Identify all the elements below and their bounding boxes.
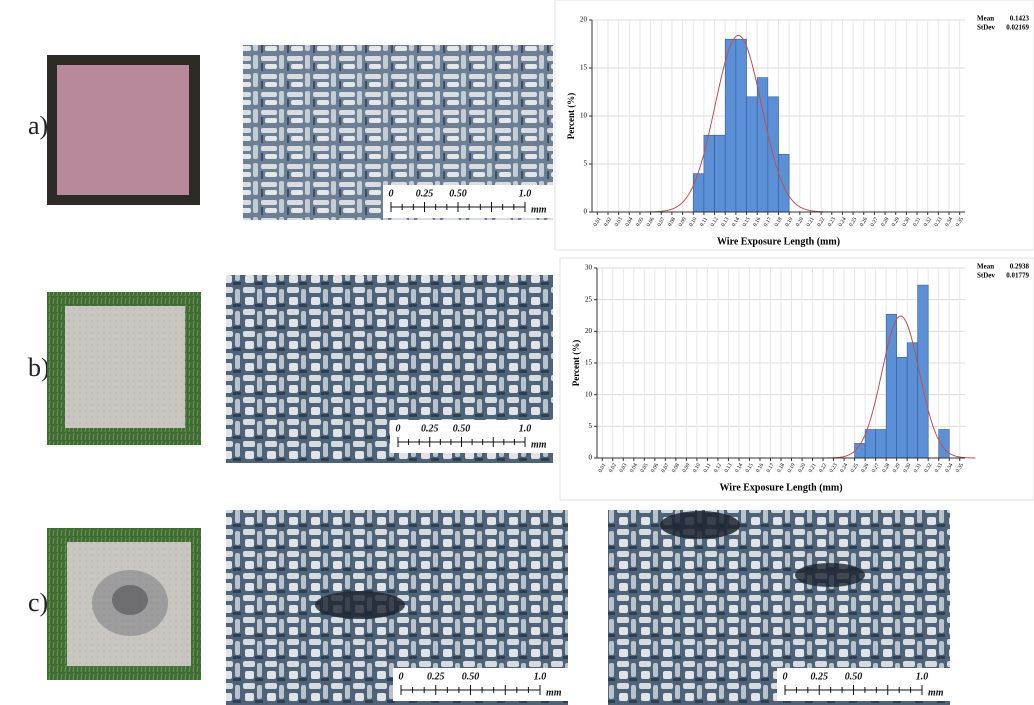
scale-bar-label: 0.25 (416, 188, 434, 199)
chart-frame (560, 258, 1034, 500)
bar (886, 314, 897, 458)
stat-value: 0.2938 (1010, 263, 1030, 271)
scale-bar-label: 0.25 (421, 423, 439, 434)
stat-value: 0.01779 (1006, 272, 1029, 280)
scale-bar-label: 0.50 (453, 423, 471, 434)
y-tick-label: 0 (589, 454, 593, 462)
stat-label: StDev (977, 24, 995, 32)
scale-bar-label: 0.50 (449, 188, 467, 199)
scale-bar-unit: mm (531, 439, 547, 450)
y-tick-label: 20 (585, 327, 593, 335)
y-axis-label: Percent (%) (566, 93, 576, 140)
scale-bar-label: 1.0 (519, 188, 532, 199)
bar (897, 357, 908, 458)
x-axis-label: Wire Exposure Length (mm) (719, 482, 842, 493)
scale-bar-unit: mm (928, 687, 944, 698)
scale-bar-label: 0.25 (811, 671, 829, 682)
stat-label: StDev (977, 272, 995, 280)
scale-bar-label: 0 (783, 671, 788, 682)
figure: a) b) c) 051015200.010.020.030.040.050.0… (0, 0, 1034, 705)
y-tick-label: 15 (585, 359, 593, 367)
scale-bar-label: 1.0 (519, 423, 532, 434)
bar (693, 174, 704, 212)
scale-bar-unit: mm (531, 204, 547, 215)
stat-label: Mean (977, 15, 994, 23)
bar (715, 135, 726, 212)
sample-photo (47, 528, 201, 680)
y-tick-label: 0 (584, 208, 588, 216)
y-axis-label: Percent (%) (571, 340, 581, 387)
y-tick-label: 20 (580, 16, 588, 24)
y-tick-label: 10 (585, 390, 593, 398)
y-tick-label: 10 (580, 112, 588, 120)
bar (736, 39, 747, 212)
y-tick-label: 5 (584, 160, 588, 168)
scale-bar-label: 1.0 (534, 671, 547, 682)
stat-label: Mean (977, 263, 994, 271)
stat-value: 0.1423 (1010, 15, 1030, 23)
scale-bar-label: 0.50 (845, 671, 863, 682)
y-tick-label: 30 (585, 264, 593, 272)
bar (865, 430, 876, 459)
bar (876, 430, 887, 459)
panel-label: c) (28, 588, 48, 617)
scale-bar-label: 0.25 (427, 671, 445, 682)
sample-photo (47, 55, 200, 205)
bar (725, 39, 736, 212)
x-axis-label: Wire Exposure Length (mm) (717, 236, 840, 247)
scale-bar-unit: mm (546, 687, 562, 698)
scale-bar-label: 0.50 (462, 671, 480, 682)
scale-bar-label: 0 (389, 188, 394, 199)
stat-value: 0.02169 (1006, 24, 1029, 32)
bar (757, 78, 768, 212)
panel-label: b) (28, 353, 50, 382)
bar (779, 154, 790, 212)
scale-bar-label: 1.0 (916, 671, 929, 682)
sample-photo (47, 292, 201, 445)
y-tick-label: 25 (585, 295, 593, 303)
bar (747, 97, 758, 212)
panel-label: a) (28, 111, 48, 140)
scale-bar-label: 0 (396, 423, 401, 434)
bar (907, 343, 918, 458)
y-tick-label: 5 (589, 422, 593, 430)
scale-bar-label: 0 (399, 671, 404, 682)
y-tick-label: 15 (580, 64, 588, 72)
